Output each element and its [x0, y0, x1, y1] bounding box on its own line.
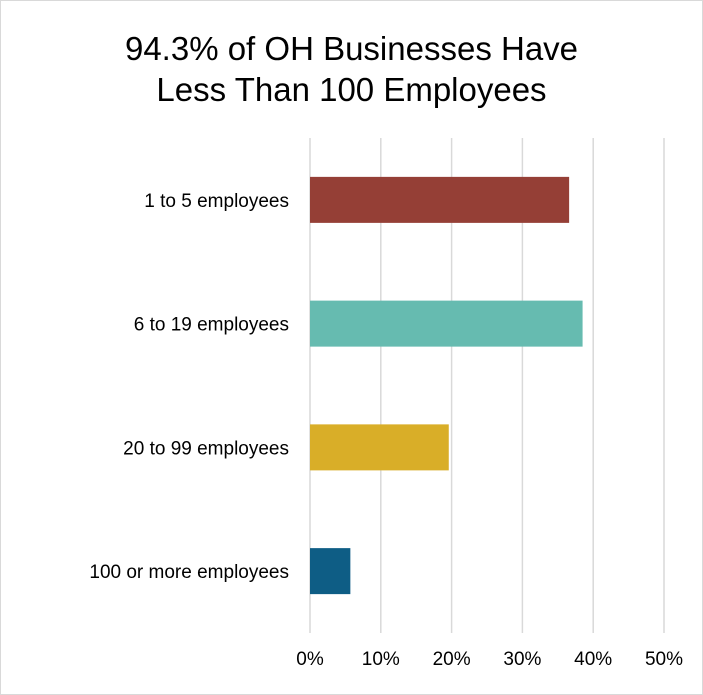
- chart-title-line-2: Less Than 100 Employees: [156, 71, 547, 108]
- bar: [310, 424, 449, 471]
- chart-title: 94.3% of OH Businesses Have Less Than 10…: [0, 28, 703, 110]
- x-tick-label: 0%: [296, 649, 324, 670]
- category-label: 1 to 5 employees: [144, 191, 289, 212]
- x-tick-label: 50%: [645, 649, 683, 670]
- category-label: 20 to 99 employees: [123, 438, 289, 459]
- bar: [310, 300, 583, 347]
- x-tick-labels: 0% 10% 20% 30% 40% 50%: [296, 649, 683, 670]
- bar: [310, 548, 351, 595]
- x-tick-label: 40%: [574, 649, 612, 670]
- category-labels: 1 to 5 employees 6 to 19 employees 20 to 9…: [89, 191, 289, 583]
- category-label: 6 to 19 employees: [134, 315, 289, 336]
- bar: [310, 176, 570, 223]
- category-label: 100 or more employees: [89, 562, 289, 583]
- x-tick-label: 30%: [503, 649, 541, 670]
- chart-title-line-1: 94.3% of OH Businesses Have: [124, 30, 579, 67]
- x-tick-label: 10%: [362, 649, 400, 670]
- x-tick-label: 20%: [433, 649, 471, 670]
- bars: [310, 176, 583, 595]
